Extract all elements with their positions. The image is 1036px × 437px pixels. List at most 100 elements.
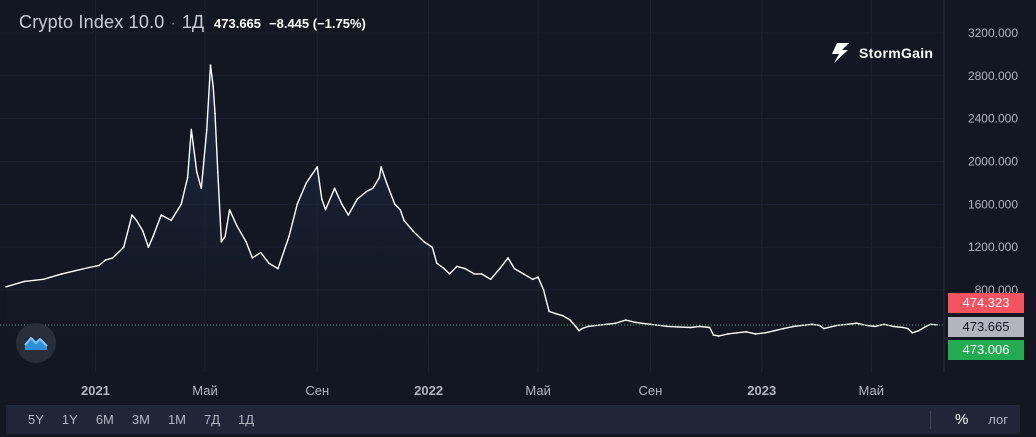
data-point — [214, 112, 216, 115]
data-point — [480, 273, 483, 275]
data-point — [152, 235, 154, 238]
data-point — [464, 267, 466, 270]
x-tick-label: Май — [525, 383, 550, 398]
data-point — [347, 214, 350, 216]
stormgain-logo[interactable]: StormGain — [829, 42, 933, 64]
price-tag-low: 473.006 — [948, 340, 1024, 360]
data-point — [782, 327, 785, 330]
data-point — [507, 257, 509, 259]
percent-scale-button[interactable]: % — [954, 411, 969, 428]
data-point — [754, 333, 757, 335]
data-point — [147, 246, 150, 248]
data-point — [649, 323, 652, 326]
x-tick-label: 2022 — [414, 383, 443, 398]
interval-label[interactable]: 1Д — [181, 12, 205, 32]
data-point — [251, 257, 254, 259]
data-point — [537, 276, 539, 278]
data-point — [74, 269, 77, 272]
lightning-s-icon — [832, 43, 849, 63]
chart-area[interactable]: 3200.000 2800.000 2400.000 2000.000 1600.000… — [0, 0, 1036, 404]
data-point — [277, 267, 279, 270]
data-point — [448, 273, 451, 275]
data-point — [712, 334, 715, 336]
data-point — [633, 321, 635, 323]
data-point — [892, 325, 894, 328]
data-point — [773, 329, 776, 332]
toolbar-divider — [929, 410, 931, 429]
data-point — [792, 325, 795, 328]
x-axis[interactable]: 2021 Май Сен 2022 Май Сен 2023 Май — [81, 383, 884, 398]
data-point — [288, 235, 290, 238]
area-chart-icon — [24, 337, 48, 350]
data-point — [569, 319, 571, 321]
price-line-layer — [5, 64, 938, 337]
range-1d-button[interactable]: 1Д — [238, 412, 255, 427]
series-area — [6, 65, 937, 372]
data-point — [727, 333, 729, 335]
data-point — [708, 326, 711, 329]
data-point — [378, 176, 381, 179]
data-point — [431, 246, 434, 248]
data-point — [666, 325, 669, 328]
data-point — [802, 324, 804, 327]
data-point — [614, 322, 617, 325]
data-point — [268, 262, 270, 265]
data-point — [925, 325, 927, 328]
data-point — [160, 214, 162, 216]
range-3m-button[interactable]: 3M — [131, 412, 150, 427]
data-point — [296, 203, 299, 206]
range-1m-button[interactable]: 1M — [167, 412, 186, 427]
range-7d-button[interactable]: 7Д — [204, 412, 221, 427]
data-point — [874, 325, 876, 328]
data-point — [513, 267, 516, 270]
data-point — [42, 278, 45, 281]
data-point — [104, 259, 107, 261]
data-point — [522, 273, 525, 275]
data-point — [5, 286, 7, 288]
data-point — [883, 323, 885, 326]
data-point — [88, 266, 90, 269]
log-scale-button[interactable]: лог — [988, 412, 1008, 427]
scale-controls: % лог — [929, 405, 1020, 434]
y-tick-label: 2800.000 — [968, 69, 1018, 83]
area-fill-layer — [6, 65, 937, 372]
data-point — [677, 326, 679, 328]
data-point — [473, 273, 476, 275]
data-point — [190, 128, 193, 131]
x-tick-label: Сен — [638, 383, 662, 398]
data-point — [142, 230, 144, 232]
data-point — [356, 198, 359, 200]
data-point — [412, 230, 414, 232]
data-point — [341, 203, 343, 206]
symbol-name[interactable]: Crypto Index 10.0 — [19, 12, 165, 32]
change-value: −8.445 (−1.75%) — [269, 16, 366, 31]
range-1y-button[interactable]: 1Y — [61, 412, 78, 427]
data-point — [217, 171, 219, 173]
data-point — [902, 326, 904, 329]
data-point — [531, 278, 534, 281]
x-tick-label: 2021 — [81, 383, 110, 398]
range-6m-button[interactable]: 6M — [95, 412, 114, 427]
data-point — [640, 322, 643, 325]
x-tick-label: Май — [192, 383, 217, 398]
data-point — [196, 171, 198, 173]
bottom-toolbar: 5Y 1Y 6M 3M 1M 7Д 1Д % лог — [6, 405, 1020, 434]
data-point — [698, 325, 701, 328]
data-point — [554, 312, 557, 315]
range-5y-button[interactable]: 5Y — [28, 412, 44, 427]
data-point — [23, 280, 26, 283]
data-point — [135, 219, 138, 222]
last-value: 473.665 — [214, 16, 262, 31]
data-point — [365, 190, 368, 193]
data-point — [98, 264, 100, 267]
data-point — [259, 251, 262, 254]
data-point — [224, 235, 226, 238]
y-tick-label: 2400.000 — [968, 112, 1018, 126]
y-tick-label: 1600.000 — [968, 197, 1018, 211]
price-chart[interactable]: 3200.000 2800.000 2400.000 2000.000 1600.000… — [0, 0, 1036, 404]
data-point — [811, 323, 813, 326]
y-tick-label: 3200.000 — [968, 26, 1018, 40]
chart-navigation-button[interactable] — [16, 323, 56, 363]
data-point — [220, 241, 223, 243]
data-point — [180, 203, 182, 206]
